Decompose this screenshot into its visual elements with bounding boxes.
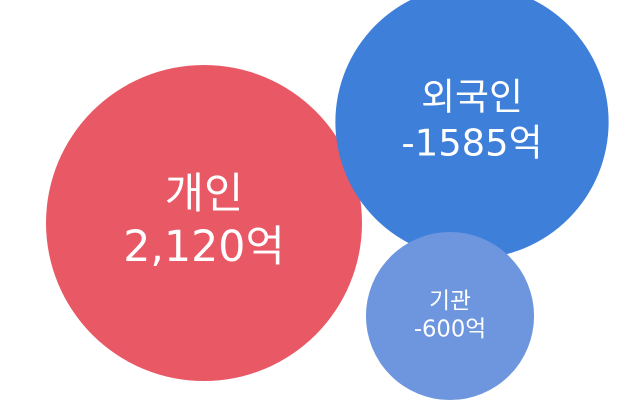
bubble-name-label: 개인 [165,169,244,219]
bubble-circle [46,65,362,381]
bubble-3: 기관 -600억 [365,231,535,401]
bubble-circle [365,231,535,401]
bubble-value-label: 2,120억 [123,222,284,272]
bubble-name-label: 기관 [429,288,471,314]
bubble-name-label: 외국인 [421,76,523,119]
bubble-2: 외국인-1585억 [335,0,609,259]
bubble-value-label: -1585억 [401,121,542,164]
bubble-value-label: -600억 [414,317,486,343]
bubble-circle [335,0,609,259]
bubble-1: 개인2,120억 [46,65,362,381]
